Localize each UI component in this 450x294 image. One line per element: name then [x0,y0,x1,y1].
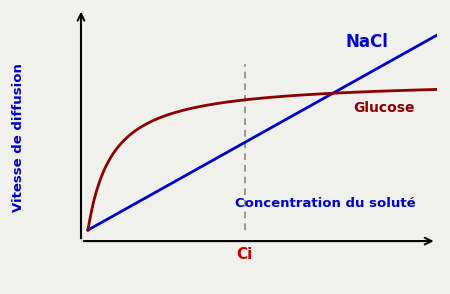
Text: NaCl: NaCl [345,33,388,51]
Text: Glucose: Glucose [353,101,415,115]
Text: Vitesse de diffusion: Vitesse de diffusion [12,63,25,212]
Text: Ci: Ci [237,247,253,262]
Text: Concentration du soluté: Concentration du soluté [234,197,415,210]
